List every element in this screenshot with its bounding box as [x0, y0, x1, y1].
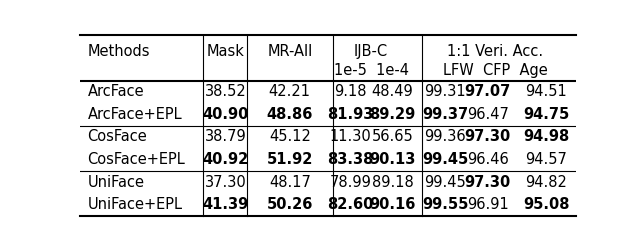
Text: CosFace: CosFace — [88, 129, 147, 144]
Text: 40.90: 40.90 — [202, 107, 248, 122]
Text: LFW  CFP  Age: LFW CFP Age — [443, 63, 548, 78]
Text: Methods: Methods — [88, 44, 150, 59]
Text: 48.49: 48.49 — [372, 84, 413, 99]
Text: UniFace: UniFace — [88, 175, 145, 190]
Text: 1:1 Veri. Acc.: 1:1 Veri. Acc. — [447, 44, 543, 59]
Text: 51.92: 51.92 — [267, 152, 313, 167]
Text: 99.36: 99.36 — [424, 129, 466, 144]
Text: 99.31: 99.31 — [424, 84, 466, 99]
Text: 94.51: 94.51 — [525, 84, 567, 99]
Text: 94.98: 94.98 — [523, 129, 570, 144]
Text: 96.47: 96.47 — [467, 107, 509, 122]
Text: 90.16: 90.16 — [369, 197, 415, 212]
Text: 89.18: 89.18 — [372, 175, 413, 190]
Text: 81.93: 81.93 — [327, 107, 374, 122]
Text: 9.18: 9.18 — [334, 84, 367, 99]
Text: 78.99: 78.99 — [330, 175, 371, 190]
Text: 48.86: 48.86 — [267, 107, 313, 122]
Text: CosFace+EPL: CosFace+EPL — [88, 152, 185, 167]
Text: 56.65: 56.65 — [372, 129, 413, 144]
Text: 97.07: 97.07 — [465, 84, 511, 99]
Text: UniFace+EPL: UniFace+EPL — [88, 197, 182, 212]
Text: 90.13: 90.13 — [369, 152, 415, 167]
Text: 96.46: 96.46 — [467, 152, 509, 167]
Text: 82.60: 82.60 — [327, 197, 374, 212]
Text: 99.37: 99.37 — [422, 107, 468, 122]
Text: 38.52: 38.52 — [204, 84, 246, 99]
Text: 50.26: 50.26 — [267, 197, 313, 212]
Text: ArcFace+EPL: ArcFace+EPL — [88, 107, 182, 122]
Text: 99.45: 99.45 — [422, 152, 468, 167]
Text: ArcFace: ArcFace — [88, 84, 144, 99]
Text: 83.38: 83.38 — [327, 152, 374, 167]
Text: 11.30: 11.30 — [330, 129, 371, 144]
Text: 45.12: 45.12 — [269, 129, 311, 144]
Text: 41.39: 41.39 — [202, 197, 248, 212]
Text: 89.29: 89.29 — [369, 107, 415, 122]
Text: Mask: Mask — [206, 44, 244, 59]
Text: 96.91: 96.91 — [467, 197, 509, 212]
Text: 94.57: 94.57 — [525, 152, 567, 167]
Text: IJB-C: IJB-C — [354, 44, 388, 59]
Text: 48.17: 48.17 — [269, 175, 311, 190]
Text: 38.79: 38.79 — [204, 129, 246, 144]
Text: 94.82: 94.82 — [525, 175, 567, 190]
Text: 1e-5  1e-4: 1e-5 1e-4 — [333, 63, 409, 78]
Text: 99.45: 99.45 — [424, 175, 466, 190]
Text: 95.08: 95.08 — [523, 197, 570, 212]
Text: 99.55: 99.55 — [422, 197, 468, 212]
Text: MR-All: MR-All — [267, 44, 312, 59]
Text: 94.75: 94.75 — [523, 107, 570, 122]
Text: 97.30: 97.30 — [465, 175, 511, 190]
Text: 40.92: 40.92 — [202, 152, 248, 167]
Text: 42.21: 42.21 — [269, 84, 311, 99]
Text: 97.30: 97.30 — [465, 129, 511, 144]
Text: 37.30: 37.30 — [204, 175, 246, 190]
